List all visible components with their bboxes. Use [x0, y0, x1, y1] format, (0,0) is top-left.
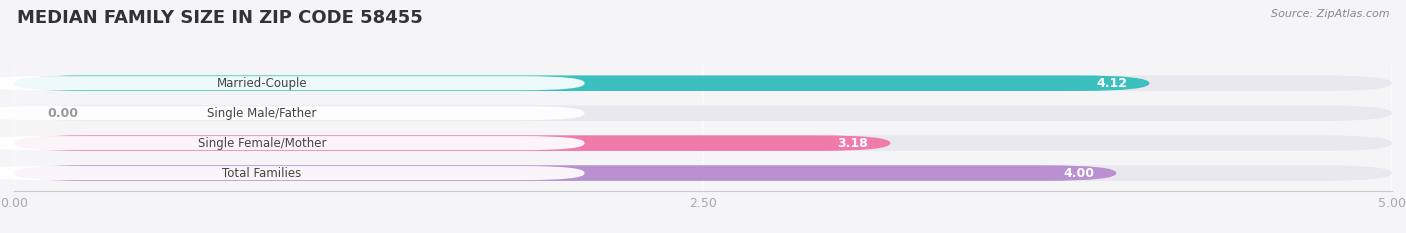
- Text: Source: ZipAtlas.com: Source: ZipAtlas.com: [1271, 9, 1389, 19]
- FancyBboxPatch shape: [14, 75, 1150, 91]
- FancyBboxPatch shape: [0, 136, 585, 150]
- Text: Total Families: Total Families: [222, 167, 302, 180]
- Text: Single Female/Mother: Single Female/Mother: [198, 137, 326, 150]
- FancyBboxPatch shape: [14, 165, 1116, 181]
- FancyBboxPatch shape: [14, 75, 1392, 91]
- Text: Married-Couple: Married-Couple: [217, 77, 308, 90]
- Text: 3.18: 3.18: [838, 137, 869, 150]
- FancyBboxPatch shape: [14, 165, 1392, 181]
- Text: Single Male/Father: Single Male/Father: [208, 107, 316, 120]
- FancyBboxPatch shape: [0, 106, 585, 120]
- FancyBboxPatch shape: [14, 135, 890, 151]
- Text: 4.00: 4.00: [1063, 167, 1094, 180]
- FancyBboxPatch shape: [14, 135, 1392, 151]
- FancyBboxPatch shape: [0, 166, 585, 180]
- FancyBboxPatch shape: [14, 105, 1392, 121]
- FancyBboxPatch shape: [0, 76, 585, 90]
- Text: 4.12: 4.12: [1097, 77, 1128, 90]
- Text: MEDIAN FAMILY SIZE IN ZIP CODE 58455: MEDIAN FAMILY SIZE IN ZIP CODE 58455: [17, 9, 423, 27]
- Text: 0.00: 0.00: [48, 107, 79, 120]
